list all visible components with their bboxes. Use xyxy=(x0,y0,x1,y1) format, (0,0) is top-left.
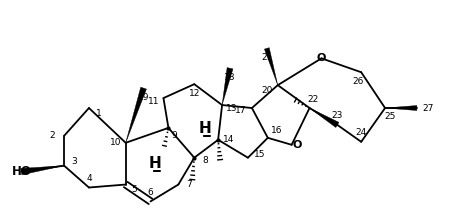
Text: 12: 12 xyxy=(189,89,200,98)
Text: HO: HO xyxy=(11,165,31,178)
Text: 3: 3 xyxy=(71,157,77,166)
Text: 21: 21 xyxy=(261,53,273,62)
Polygon shape xyxy=(126,87,146,143)
Text: H̲: H̲ xyxy=(198,121,211,137)
Text: H̲: H̲ xyxy=(149,156,162,173)
Text: 20: 20 xyxy=(261,86,273,95)
Text: 26: 26 xyxy=(353,77,364,86)
Text: 9: 9 xyxy=(172,131,177,140)
Text: 27: 27 xyxy=(422,103,434,112)
Text: 10: 10 xyxy=(110,138,121,147)
Text: 14: 14 xyxy=(223,135,235,144)
Text: O: O xyxy=(293,140,302,150)
Text: 18: 18 xyxy=(224,73,236,82)
Polygon shape xyxy=(21,166,64,175)
Text: 25: 25 xyxy=(384,112,396,122)
Text: 17: 17 xyxy=(235,107,247,116)
Text: 24: 24 xyxy=(356,128,367,137)
Text: 8: 8 xyxy=(202,156,208,165)
Text: 2: 2 xyxy=(49,131,55,140)
Polygon shape xyxy=(385,106,417,110)
Text: 15: 15 xyxy=(254,150,265,159)
Text: 19: 19 xyxy=(138,93,149,102)
Text: 5: 5 xyxy=(132,185,137,194)
Text: 6: 6 xyxy=(148,188,154,197)
Text: 4: 4 xyxy=(86,174,92,183)
Text: 1: 1 xyxy=(96,109,102,118)
Text: 13: 13 xyxy=(226,103,238,112)
Polygon shape xyxy=(264,48,278,85)
Text: 11: 11 xyxy=(148,97,159,106)
Text: 22: 22 xyxy=(307,95,318,104)
Text: 7: 7 xyxy=(186,180,192,189)
Polygon shape xyxy=(222,68,233,105)
Text: 16: 16 xyxy=(271,126,283,135)
Polygon shape xyxy=(310,108,339,128)
Text: 23: 23 xyxy=(332,111,343,120)
Text: O: O xyxy=(317,53,326,63)
